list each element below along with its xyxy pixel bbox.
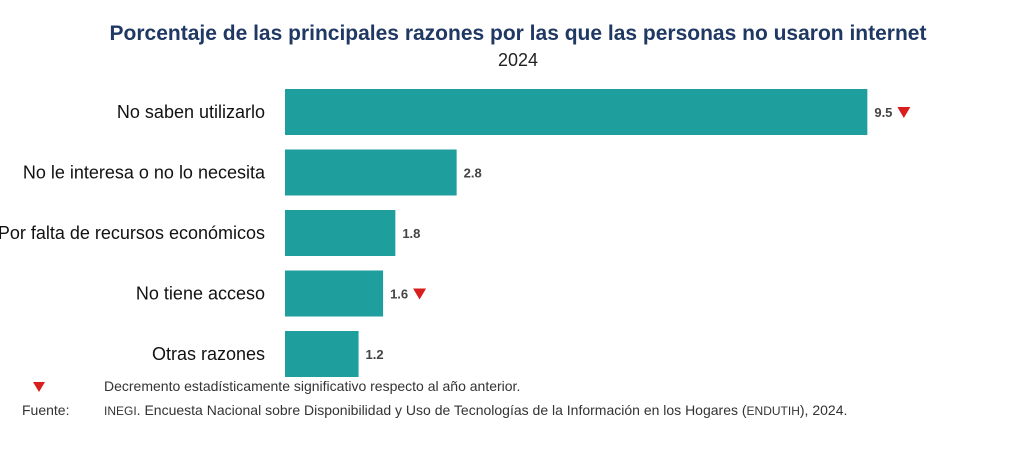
- source-text-1: . Encuesta Nacional sobre Disponibilidad…: [136, 402, 747, 418]
- category-label: Otras razones: [152, 344, 265, 364]
- decrease-marker-icon: [33, 382, 45, 392]
- category-label: Por falta de recursos económicos: [0, 223, 265, 243]
- chart-title: Porcentaje de las principales razones po…: [109, 22, 927, 45]
- source-org: INEGI: [104, 404, 137, 418]
- category-label: No le interesa o no lo necesita: [23, 163, 266, 183]
- chart-subtitle: 2024: [497, 50, 539, 70]
- value-label: 1.8: [402, 226, 420, 241]
- bar: [285, 270, 384, 317]
- value-label: 9.5: [874, 105, 892, 120]
- bar: [285, 149, 457, 196]
- category-label: No tiene acceso: [136, 284, 265, 304]
- bar: [285, 89, 868, 135]
- decrease-marker: [897, 107, 911, 118]
- source-key: Fuente:: [22, 402, 70, 418]
- source-text-2: ), 2024.: [799, 402, 848, 418]
- source-abbrev: ENDUTIH: [746, 404, 800, 418]
- decrease-marker: [413, 288, 427, 300]
- bar: [285, 331, 359, 377]
- category-label: No saben utilizarlo: [117, 102, 265, 122]
- source-note: Fuente: INEGI. Encuesta Nacional sobre Di…: [22, 402, 847, 418]
- value-label: 1.6: [390, 287, 408, 302]
- bar: [285, 210, 396, 256]
- legend-note: Decremento estadísticamente significativ…: [104, 378, 521, 394]
- value-label: 1.2: [366, 347, 384, 362]
- bar-chart: No saben utilizarlo 9.5 No le interesa o n…: [0, 89, 911, 377]
- value-label: 2.8: [464, 166, 482, 181]
